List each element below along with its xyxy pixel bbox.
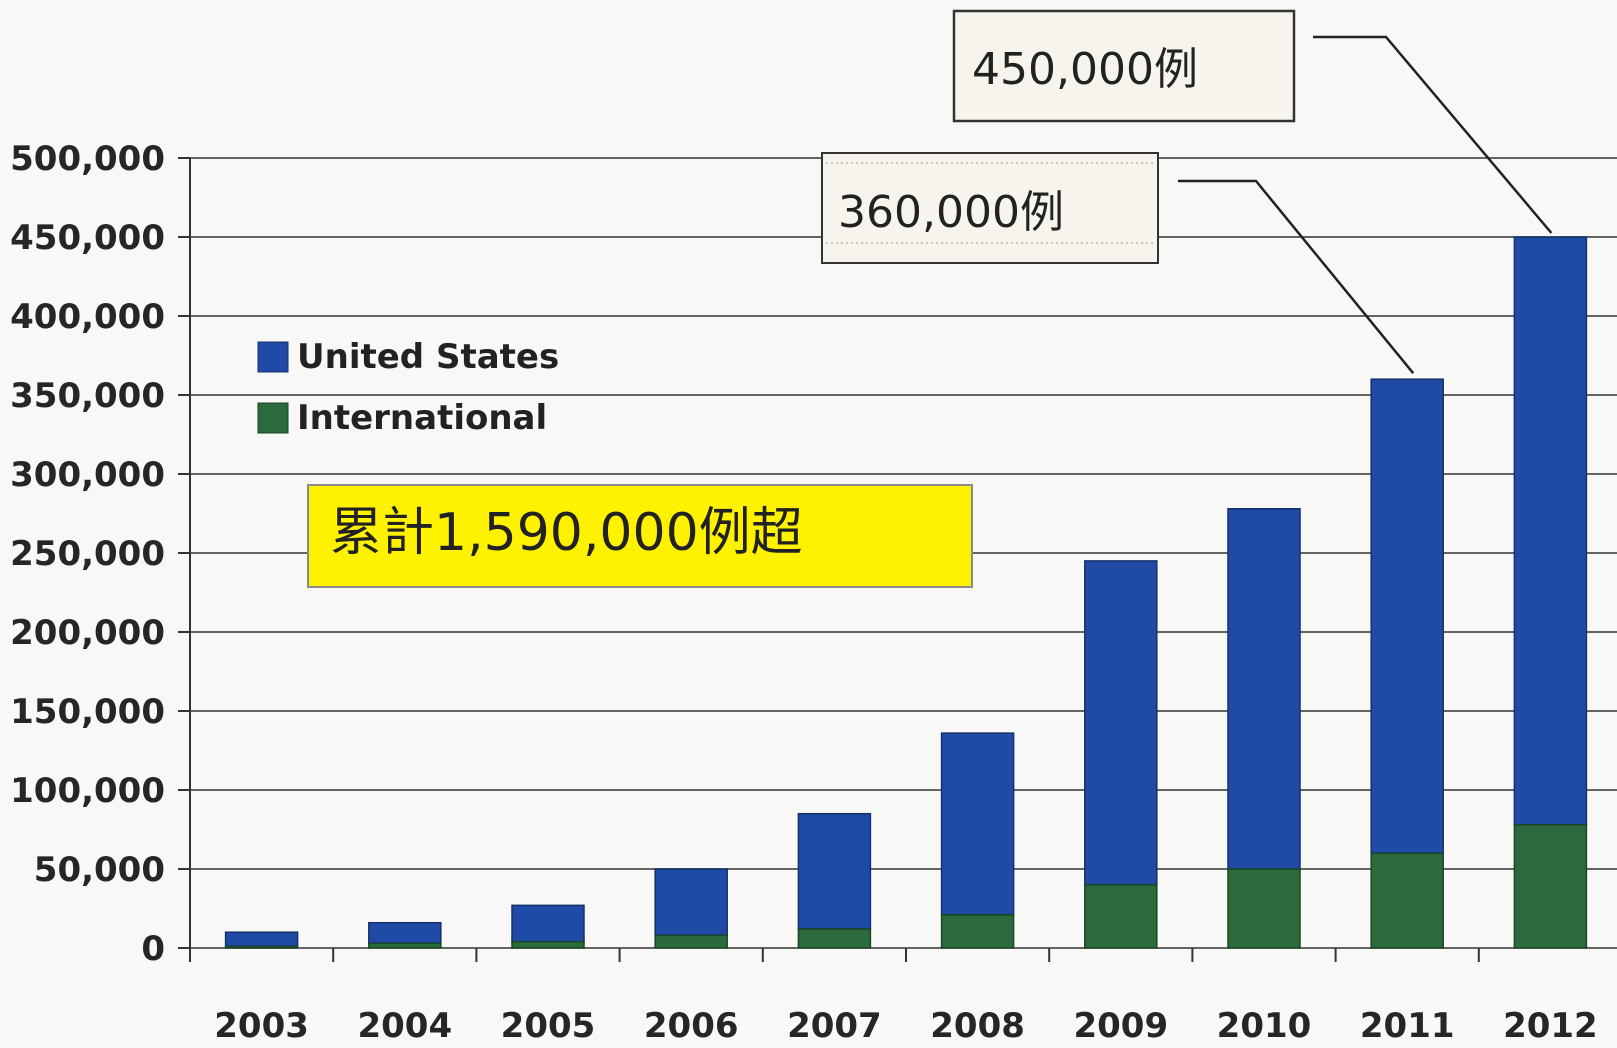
leader-line-2012 bbox=[1313, 35, 1553, 234]
bar-international bbox=[368, 942, 442, 949]
x-tick-label: 2004 bbox=[357, 1006, 452, 1046]
leader-line-2011 bbox=[1178, 179, 1415, 374]
bar-united-states bbox=[224, 931, 299, 948]
bar-united-states bbox=[1084, 560, 1158, 886]
x-tick-label: 2003 bbox=[214, 1006, 309, 1046]
callout-label-2012: 450,000例 bbox=[972, 44, 1198, 95]
x-tick-label: 2006 bbox=[644, 1006, 739, 1046]
cumulative-total-box bbox=[307, 484, 973, 588]
bar-united-states bbox=[511, 904, 585, 943]
x-tick-label: 2007 bbox=[787, 1006, 882, 1046]
bar-international bbox=[654, 934, 728, 949]
y-tick-label: 300,000 bbox=[10, 455, 165, 495]
bar-united-states bbox=[368, 921, 442, 945]
bar-united-states bbox=[654, 868, 728, 937]
bar-international bbox=[1513, 824, 1588, 949]
y-tick-label: 500,000 bbox=[10, 139, 165, 179]
y-tick-label: 350,000 bbox=[10, 376, 165, 416]
bar-united-states bbox=[1227, 508, 1301, 870]
legend-label-united-states: United States bbox=[297, 337, 559, 377]
x-tick-label: 2011 bbox=[1360, 1006, 1455, 1046]
y-tick-label: 0 bbox=[141, 929, 165, 969]
bar-international bbox=[940, 914, 1015, 949]
bar-international bbox=[1084, 884, 1158, 949]
y-tick-label: 200,000 bbox=[10, 613, 165, 653]
bar-united-states bbox=[940, 732, 1015, 916]
bar-united-states bbox=[1370, 378, 1444, 854]
y-tick-label: 400,000 bbox=[10, 297, 165, 337]
bar-international bbox=[1227, 868, 1301, 949]
callout-label-2011: 360,000例 bbox=[838, 187, 1064, 238]
x-tick-label: 2005 bbox=[501, 1006, 596, 1046]
x-tick-label: 2012 bbox=[1503, 1006, 1598, 1046]
callout-box-2012 bbox=[952, 9, 1296, 123]
x-tick-label: 2009 bbox=[1073, 1006, 1168, 1046]
y-tick-label: 50,000 bbox=[34, 850, 165, 890]
bar-united-states bbox=[797, 812, 872, 930]
bar-international bbox=[511, 940, 585, 949]
legend-swatch-united-states bbox=[257, 341, 289, 373]
y-tick-label: 250,000 bbox=[10, 534, 165, 574]
y-tick-label: 450,000 bbox=[10, 218, 165, 258]
legend-label-international: International bbox=[297, 398, 547, 438]
bar-international bbox=[224, 945, 299, 949]
cumulative-total-label: 累計1,590,000例超 bbox=[330, 503, 803, 563]
x-tick-label: 2008 bbox=[930, 1006, 1025, 1046]
y-tick-label: 100,000 bbox=[10, 771, 165, 811]
bar-united-states bbox=[1513, 236, 1588, 826]
y-tick-label: 150,000 bbox=[10, 692, 165, 732]
bar-international bbox=[1370, 852, 1444, 949]
x-tick-label: 2010 bbox=[1217, 1006, 1312, 1046]
callout-box-2011 bbox=[821, 152, 1159, 264]
bar-international bbox=[797, 928, 872, 949]
legend-swatch-international bbox=[257, 402, 289, 434]
